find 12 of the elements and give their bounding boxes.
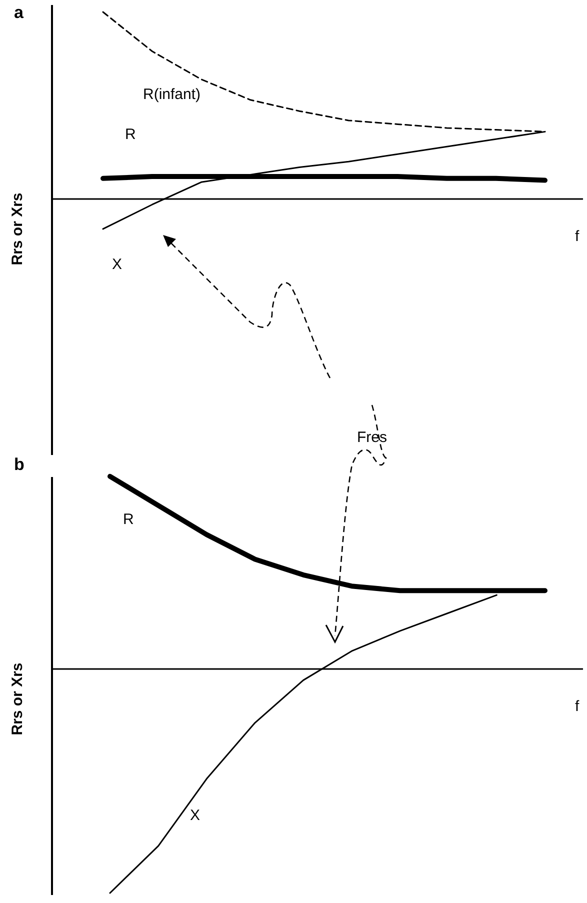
series-label: X	[190, 807, 200, 824]
text: Fres	[357, 429, 387, 446]
series-label: R(infant)	[143, 86, 201, 103]
y-axis-title: Rrs or Xrs	[9, 192, 26, 266]
x-axis-title: f	[575, 228, 580, 245]
series-label: X	[112, 256, 122, 273]
chart-title: b	[14, 455, 24, 474]
series-label: R	[123, 511, 134, 528]
y-axis-title: Rrs or Xrs	[9, 662, 26, 736]
text: R	[125, 126, 136, 143]
x-axis-title: f	[575, 698, 580, 715]
chart-title: a	[14, 3, 24, 22]
